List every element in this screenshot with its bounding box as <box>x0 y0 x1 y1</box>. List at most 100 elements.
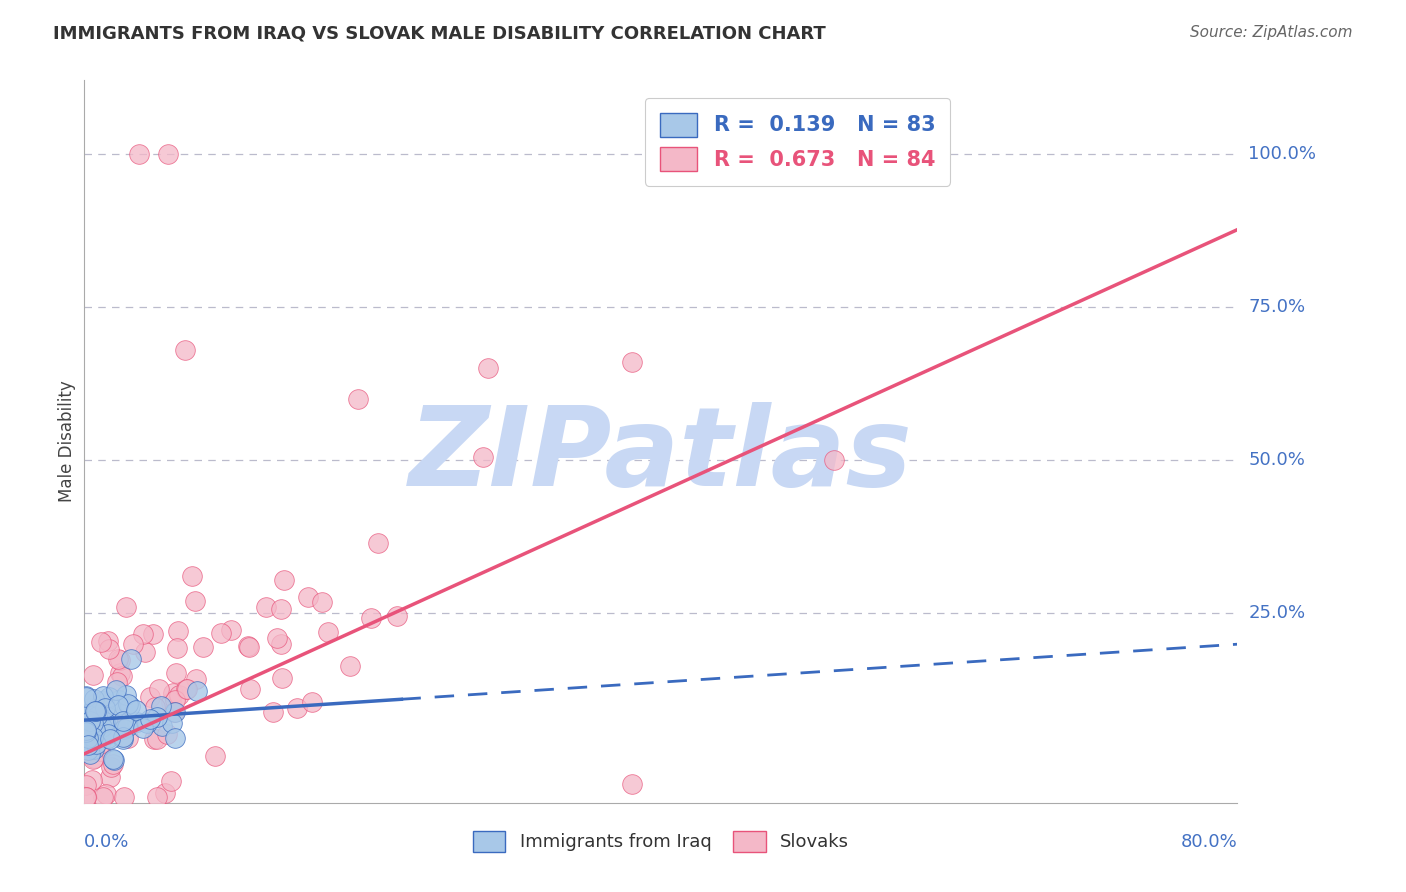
Point <box>132 721 155 735</box>
Point <box>75 716 97 731</box>
Point <box>110 666 132 681</box>
Point <box>142 627 165 641</box>
Point <box>86 695 108 709</box>
Point <box>112 722 135 736</box>
Text: 25.0%: 25.0% <box>1249 604 1306 622</box>
Point <box>160 715 183 730</box>
Point <box>82 730 104 744</box>
Text: 0.0%: 0.0% <box>84 833 129 851</box>
Point <box>75 789 97 804</box>
Point <box>101 757 124 772</box>
Point <box>115 600 138 615</box>
Point <box>75 723 97 737</box>
Point <box>162 686 184 700</box>
Point <box>83 727 105 741</box>
Point <box>83 741 105 756</box>
Point <box>153 785 176 799</box>
Point <box>270 636 292 650</box>
Point <box>84 737 107 751</box>
Point <box>97 633 120 648</box>
Point <box>89 709 111 723</box>
Point <box>75 707 97 722</box>
Point <box>93 696 115 710</box>
Point <box>120 651 142 665</box>
Point <box>77 731 100 745</box>
Point <box>75 727 97 741</box>
Point <box>82 730 104 744</box>
Legend: Immigrants from Iraq, Slovaks: Immigrants from Iraq, Slovaks <box>465 823 856 859</box>
Point <box>266 632 288 646</box>
Point <box>100 760 122 774</box>
Point <box>89 730 111 744</box>
Point <box>117 697 139 711</box>
Point <box>166 624 188 639</box>
Point <box>86 737 108 751</box>
Point <box>165 666 187 681</box>
Point <box>77 710 100 724</box>
Point <box>77 713 100 727</box>
Point <box>76 739 98 753</box>
Point <box>163 692 186 706</box>
Point <box>84 702 107 716</box>
Point <box>107 652 129 666</box>
Point <box>91 789 114 804</box>
Point <box>83 692 105 706</box>
Point <box>75 710 97 724</box>
Point <box>76 707 98 722</box>
Point <box>477 361 499 376</box>
Point <box>76 722 98 736</box>
Point <box>166 641 188 656</box>
Point <box>209 626 232 640</box>
Point <box>115 688 138 702</box>
Point <box>98 770 121 784</box>
Point <box>97 710 120 724</box>
Point <box>236 639 259 653</box>
Point <box>79 717 101 731</box>
Point <box>107 692 129 706</box>
Point <box>103 753 125 767</box>
Point <box>83 723 105 738</box>
Point <box>98 731 121 746</box>
Point <box>112 732 135 747</box>
Point <box>221 624 243 638</box>
Point <box>75 778 97 792</box>
Point <box>82 752 104 766</box>
Point <box>367 536 389 550</box>
Point <box>254 599 277 614</box>
Point <box>82 730 104 744</box>
Point <box>186 684 208 698</box>
Point <box>132 627 155 641</box>
Point <box>139 712 162 726</box>
Point <box>96 787 118 801</box>
Point <box>77 700 100 714</box>
Point <box>174 681 197 696</box>
Point <box>101 752 124 766</box>
Point <box>273 574 295 588</box>
Point <box>86 719 108 733</box>
Point <box>91 721 114 735</box>
Point <box>146 710 169 724</box>
Point <box>143 732 166 747</box>
Point <box>385 609 408 624</box>
Point <box>84 704 107 718</box>
Point <box>135 715 157 730</box>
Point <box>105 699 128 714</box>
Text: 100.0%: 100.0% <box>1249 145 1316 162</box>
Point <box>167 688 190 702</box>
Point <box>191 640 214 654</box>
Point <box>82 712 104 726</box>
Point <box>83 704 105 718</box>
Point <box>270 602 292 616</box>
Point <box>97 711 120 725</box>
Point <box>152 719 174 733</box>
Point <box>117 731 139 745</box>
Point <box>91 694 114 708</box>
Point <box>311 595 333 609</box>
Point <box>134 645 156 659</box>
Point <box>150 699 173 714</box>
Point <box>79 706 101 721</box>
Point <box>174 343 197 357</box>
Point <box>77 743 100 757</box>
Point <box>97 690 120 704</box>
Point <box>75 735 97 749</box>
